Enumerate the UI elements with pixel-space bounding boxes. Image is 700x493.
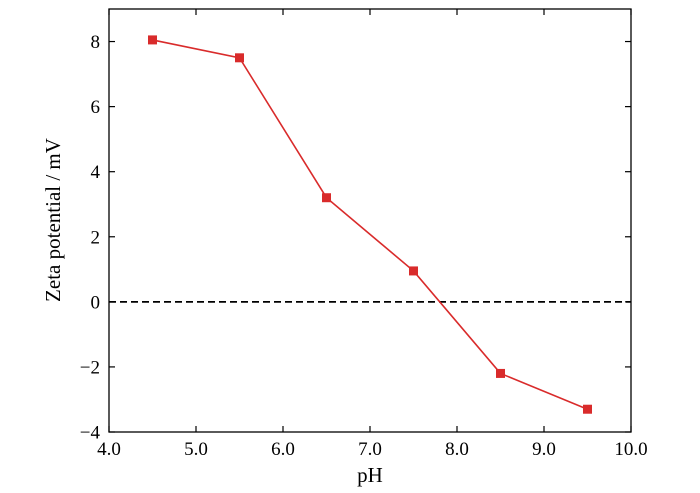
x-tick-label: 7.0: [358, 439, 382, 460]
plot-frame: [108, 8, 632, 433]
data-point-marker: [148, 35, 157, 45]
x-axis-title: pH: [357, 463, 383, 487]
data-point-marker: [496, 368, 505, 378]
y-tick-label: 2: [91, 227, 101, 248]
data-point-marker: [235, 53, 244, 63]
data-point-marker: [409, 266, 418, 276]
x-tick-label: 10.0: [614, 439, 647, 460]
x-tick-label: 5.0: [184, 439, 208, 460]
y-tick-label: −2: [80, 357, 100, 378]
x-tick-label: 6.0: [271, 439, 295, 460]
ticks-layer: 4.0 5.0 6.0 7.0 8.0 9.0 10.0 −4 −2 0 2 4 6 8: [80, 9, 648, 460]
series-line: [152, 39, 588, 410]
data-point-marker: [583, 404, 592, 414]
x-tick-label: 9.0: [532, 439, 556, 460]
data-point-marker: [322, 193, 331, 203]
y-tick-label: 4: [91, 162, 101, 183]
y-tick-label: −4: [80, 423, 101, 444]
x-tick-label: 4.0: [97, 439, 121, 460]
y-tick-label: 6: [91, 97, 101, 118]
series-layer: [148, 35, 592, 414]
y-axis-title: Zeta potential / mV: [41, 138, 65, 302]
x-tick-label: 8.0: [445, 439, 469, 460]
y-tick-label: 8: [91, 32, 101, 53]
y-tick-label: 0: [91, 292, 101, 313]
